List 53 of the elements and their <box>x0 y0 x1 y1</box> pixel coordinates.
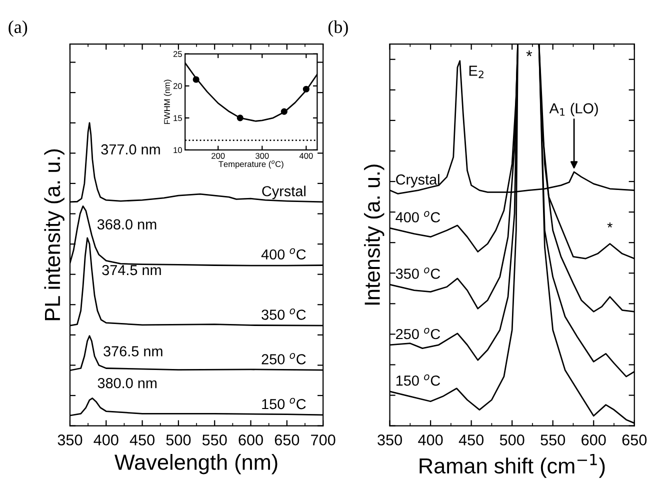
x-tick-label: 300 <box>256 152 269 159</box>
point <box>236 114 244 122</box>
x-tick-label: 550 <box>540 434 566 446</box>
series-label: 150 $^{o}$C <box>396 374 440 386</box>
annotation: 377.0 nm <box>101 144 160 155</box>
legend-label: 350 $^{o}$C <box>262 308 306 320</box>
x-tick-label: 600 <box>582 434 606 446</box>
x-tick-label: 500 <box>500 434 524 446</box>
x-tick-label: 650 <box>274 434 300 446</box>
x-tick-label: 450 <box>458 434 484 446</box>
legend-label: Cyrstal <box>262 186 306 200</box>
chart-title: (b) <box>328 20 348 37</box>
x-tick-label: 400 <box>94 434 118 446</box>
legend-label: 350 $^{o}$C <box>396 268 440 279</box>
x-tick-label: 400 <box>299 152 313 159</box>
x-tick-label: 450 <box>130 434 154 446</box>
y-tick-label: 20 <box>173 83 182 90</box>
point <box>192 76 200 83</box>
annotation: 376.5 nm <box>104 346 162 356</box>
chart-title: (a) <box>8 20 28 37</box>
y-tick-label: 10 <box>174 147 182 154</box>
legend-label: 250 $^{o}$C <box>396 328 440 340</box>
legend-label: 250 $^{o}$C <box>262 353 306 364</box>
x-tick-label: 350 <box>378 434 402 446</box>
y-tick-label: 25 <box>173 51 182 57</box>
annotation: * <box>607 222 613 228</box>
annotation: 374.5 nm <box>102 264 161 276</box>
annotation: * <box>526 50 532 56</box>
legend-label: Crystal <box>396 174 440 188</box>
annotation: A$_{1}$ (LO) <box>549 102 598 116</box>
legend-label: 400 $^{o}$C <box>396 211 440 222</box>
point <box>302 86 310 92</box>
x-axis-title: Temperature ($^{o}$C) <box>218 160 284 169</box>
legend-label: 150 $^{o}$C <box>262 398 306 410</box>
y-axis-title: Intensity (a. u.) <box>364 164 384 305</box>
x-axis-title: Raman shift (cm$^{−1}$) <box>420 454 605 478</box>
y-axis-title: FWHM (nm) <box>164 80 172 124</box>
legend-label: 400 $^{o}$C <box>261 248 306 260</box>
annotation: E$_{2}$ <box>469 66 484 78</box>
y-tick-label: 15 <box>174 115 182 122</box>
x-axis-title: Wavelength (nm) <box>114 454 278 474</box>
annotation: 380.0 nm <box>98 378 156 388</box>
x-tick-label: 650 <box>622 434 647 446</box>
y-axis-title: PL intensity (a. u.) <box>44 149 64 320</box>
x-tick-label: 200 <box>212 152 225 159</box>
x-tick-label: 600 <box>238 434 263 446</box>
x-tick-label: 700 <box>311 434 336 446</box>
x-tick-label: 400 <box>418 434 443 446</box>
annotation: 368.0 nm <box>97 219 156 230</box>
x-tick-label: 550 <box>202 434 227 446</box>
point <box>280 108 288 115</box>
x-tick-label: 350 <box>58 434 82 446</box>
x-tick-label: 500 <box>166 434 191 446</box>
